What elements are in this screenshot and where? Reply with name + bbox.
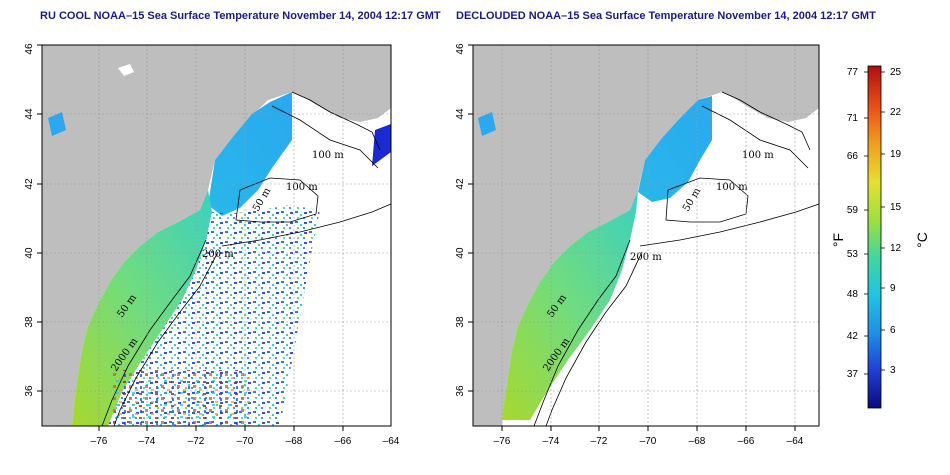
right-map: 100 m 100 m 50 m 200 m 50 m 2000 m — [455, 43, 820, 447]
left-sst-bay-patch — [48, 112, 66, 136]
colorbar-celsius-labels: 25 22 19 15 12 9 6 3 — [890, 67, 902, 376]
left-sst-gulf-of-maine — [208, 92, 292, 216]
left-land-us-coast — [42, 45, 292, 426]
f-tick: 37 — [847, 369, 859, 380]
right-y-tick: 40 — [455, 247, 466, 259]
right-grid — [473, 45, 819, 426]
colorbar: 77 71 66 59 53 48 42 37 25 22 19 15 12 9… — [830, 65, 930, 409]
left-grid — [42, 45, 391, 426]
left-y-tick: 38 — [24, 316, 35, 328]
left-sst-warm-noise — [110, 370, 250, 426]
fahrenheit-unit-label: °F — [830, 233, 846, 247]
left-x-tick: –76 — [91, 436, 108, 447]
right-bathymetry-contours — [533, 91, 820, 427]
contour-label-100m-b: 100 m — [716, 182, 748, 193]
contour-label-200m: 200 m — [202, 249, 234, 260]
right-x-tick: –76 — [494, 436, 511, 447]
left-sst-cold-patch — [372, 124, 391, 166]
right-sst-gulf-of-maine — [638, 96, 712, 202]
left-x-tick: –72 — [188, 436, 205, 447]
left-x-tick: –64 — [383, 436, 400, 447]
c-tick: 22 — [890, 107, 902, 118]
left-x-axis: –76 –74 –72 –70 –68 –66 –64 — [91, 436, 400, 447]
contour-label-200m: 200 m — [630, 252, 662, 263]
right-y-tick: 46 — [455, 43, 466, 55]
c-tick: 12 — [890, 243, 902, 254]
left-x-tick: –66 — [335, 436, 352, 447]
left-land-nova-scotia — [292, 45, 391, 122]
left-inland-water — [118, 64, 134, 76]
right-y-tick: 38 — [455, 316, 466, 328]
c-tick: 15 — [890, 202, 902, 213]
right-sst-shelf — [502, 190, 638, 420]
f-tick: 42 — [847, 331, 859, 342]
left-map: 100 m 100 m 50 m 200 m 50 m 2000 m — [24, 43, 400, 447]
right-y-tick: 44 — [455, 108, 466, 120]
colorbar-fahrenheit-labels: 77 71 66 59 53 48 42 37 — [847, 67, 859, 380]
f-tick: 71 — [847, 113, 859, 124]
right-x-axis: –76 –74 –72 –70 –68 –66 –64 — [494, 436, 804, 447]
celsius-unit-label: °C — [914, 232, 930, 248]
c-tick: 25 — [890, 67, 902, 78]
left-x-tick: –74 — [139, 436, 156, 447]
c-tick: 3 — [890, 365, 896, 376]
left-sst-shelf — [72, 190, 212, 426]
c-tick: 19 — [890, 149, 902, 160]
contour-label-100m-a: 100 m — [742, 150, 774, 161]
right-x-tick: –70 — [640, 436, 657, 447]
right-x-tick: –66 — [738, 436, 755, 447]
left-y-tick: 46 — [24, 43, 35, 55]
contour-label-100m-b: 100 m — [286, 182, 318, 193]
left-y-tick: 42 — [24, 178, 35, 190]
f-tick: 77 — [847, 67, 859, 78]
right-x-tick: –68 — [689, 436, 706, 447]
right-x-tick: –64 — [787, 436, 804, 447]
right-map-frame — [472, 44, 820, 427]
left-map-frame — [41, 44, 392, 427]
contour-label-100m-a: 100 m — [312, 150, 344, 161]
right-y-tick: 42 — [455, 178, 466, 190]
right-y-tick: 36 — [455, 385, 466, 397]
left-y-tick: 44 — [24, 108, 35, 120]
right-x-tick: –74 — [543, 436, 560, 447]
f-tick: 59 — [847, 205, 859, 216]
left-y-axis: 36 38 40 42 44 46 — [24, 43, 35, 397]
right-sst-bay-patch — [478, 112, 496, 136]
right-land-us-coast — [473, 45, 722, 426]
left-y-tick: 36 — [24, 385, 35, 397]
colorbar-gradient — [867, 65, 882, 409]
left-x-tick: –68 — [286, 436, 303, 447]
left-x-tick: –70 — [237, 436, 254, 447]
f-tick: 53 — [847, 249, 859, 260]
right-y-axis: 36 38 40 42 44 46 — [455, 43, 466, 397]
f-tick: 66 — [847, 151, 859, 162]
c-tick: 9 — [890, 283, 896, 294]
right-x-tick: –72 — [591, 436, 608, 447]
left-y-tick: 40 — [24, 247, 35, 259]
right-map-title: DECLOUDED NOAA–15 Sea Surface Temperatur… — [456, 10, 876, 22]
c-tick: 6 — [890, 325, 896, 336]
left-map-title: RU COOL NOAA–15 Sea Surface Temperature … — [40, 10, 441, 22]
f-tick: 48 — [847, 289, 859, 300]
